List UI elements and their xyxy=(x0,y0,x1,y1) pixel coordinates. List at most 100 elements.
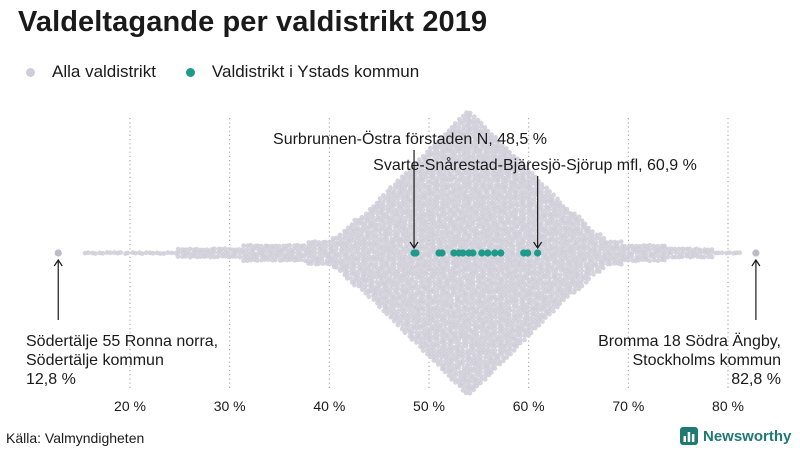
swarm-point xyxy=(662,253,667,259)
swarm-point xyxy=(468,361,474,367)
swarm-point xyxy=(467,120,473,126)
swarm-point xyxy=(442,268,448,273)
swarm-point xyxy=(514,286,520,292)
swarm-point xyxy=(550,300,556,306)
swarm-point xyxy=(554,271,559,277)
swarm-point xyxy=(564,236,570,242)
swarm-point xyxy=(464,243,469,249)
swarm-point xyxy=(266,253,271,259)
swarm-point xyxy=(420,214,426,220)
swarm-point xyxy=(472,257,477,263)
swarm-point xyxy=(456,203,462,209)
swarm-point xyxy=(452,153,458,159)
swarm-point xyxy=(424,271,429,277)
swarm-point xyxy=(489,333,495,338)
swarm-point xyxy=(417,211,423,216)
swarm-point xyxy=(363,268,369,273)
swarm-point xyxy=(517,319,523,324)
swarm-point xyxy=(327,250,333,256)
swarm-point xyxy=(503,206,508,212)
swarm-point xyxy=(406,315,412,321)
legend-label-all: Alla valdistrikt xyxy=(52,62,156,81)
swarm-point xyxy=(485,138,491,144)
swarm-point xyxy=(500,358,506,364)
swarm-point xyxy=(514,329,519,334)
swarm-point xyxy=(485,218,490,224)
swarm-point xyxy=(467,149,473,155)
swarm-point xyxy=(478,376,484,382)
swarm-point xyxy=(651,257,657,263)
swarm-point xyxy=(349,258,355,263)
swarm-point xyxy=(370,236,376,242)
swarm-point xyxy=(532,286,538,291)
swarm-point xyxy=(413,207,419,213)
swarm-point xyxy=(715,250,721,256)
swarm-point xyxy=(356,242,362,248)
swarm-point xyxy=(575,264,581,270)
swarm-point xyxy=(341,258,347,263)
swarm-point xyxy=(460,354,466,360)
swarm-point xyxy=(323,239,328,245)
swarm-point xyxy=(398,250,404,255)
swarm-point xyxy=(496,268,501,274)
swarm-point xyxy=(378,239,383,245)
swarm-point xyxy=(547,308,552,314)
swarm-point xyxy=(402,178,408,184)
swarm-point xyxy=(478,358,484,364)
swarm-point xyxy=(470,196,476,202)
swarm-point xyxy=(605,246,610,252)
swarm-point xyxy=(435,361,441,367)
swarm-point xyxy=(557,276,563,281)
swarm-point xyxy=(529,178,534,183)
swarm-point xyxy=(295,246,300,252)
swarm-point xyxy=(467,182,473,187)
swarm-point xyxy=(391,239,397,245)
swarm-point xyxy=(420,239,426,245)
swarm-point xyxy=(391,265,397,270)
swarm-point xyxy=(334,260,340,266)
swarm-point xyxy=(410,318,416,324)
swarm-point xyxy=(337,236,343,242)
swarm-point xyxy=(503,146,509,151)
swarm-point xyxy=(547,311,552,317)
swarm-point xyxy=(341,246,347,252)
swarm-point xyxy=(374,236,380,242)
swarm-point xyxy=(499,279,505,284)
swarm-point xyxy=(431,300,436,306)
swarm-point xyxy=(554,290,560,295)
swarm-point xyxy=(107,250,113,256)
swarm-point xyxy=(409,278,415,284)
swarm-point xyxy=(157,251,163,256)
swarm-point xyxy=(492,200,498,206)
swarm-point xyxy=(399,203,404,209)
swarm-point xyxy=(543,282,549,288)
swarm-point xyxy=(529,239,534,245)
swarm-point xyxy=(295,257,301,263)
swarm-point xyxy=(374,275,379,280)
swarm-point xyxy=(539,200,545,205)
swarm-point xyxy=(344,275,350,281)
swarm-point xyxy=(396,271,401,277)
swarm-point xyxy=(601,236,607,241)
swarm-point xyxy=(388,232,394,238)
swarm-point xyxy=(482,340,487,345)
swarm-point xyxy=(543,199,549,205)
swarm-point xyxy=(532,224,537,230)
swarm-point xyxy=(467,157,472,163)
swarm-point xyxy=(507,192,513,198)
swarm-point xyxy=(391,318,397,324)
swarm-point xyxy=(381,257,386,263)
swarm-point xyxy=(338,261,344,267)
swarm-point xyxy=(524,225,530,231)
swarm-point xyxy=(409,260,415,266)
swarm-point xyxy=(388,228,393,234)
swarm-point xyxy=(510,239,516,245)
swarm-point xyxy=(539,257,545,263)
swarm-point xyxy=(428,340,434,345)
swarm-point xyxy=(528,322,534,327)
swarm-point xyxy=(356,250,362,256)
swarm-point xyxy=(406,276,412,281)
swarm-point xyxy=(522,337,527,343)
swarm-point xyxy=(334,253,339,259)
swarm-point xyxy=(507,318,512,324)
